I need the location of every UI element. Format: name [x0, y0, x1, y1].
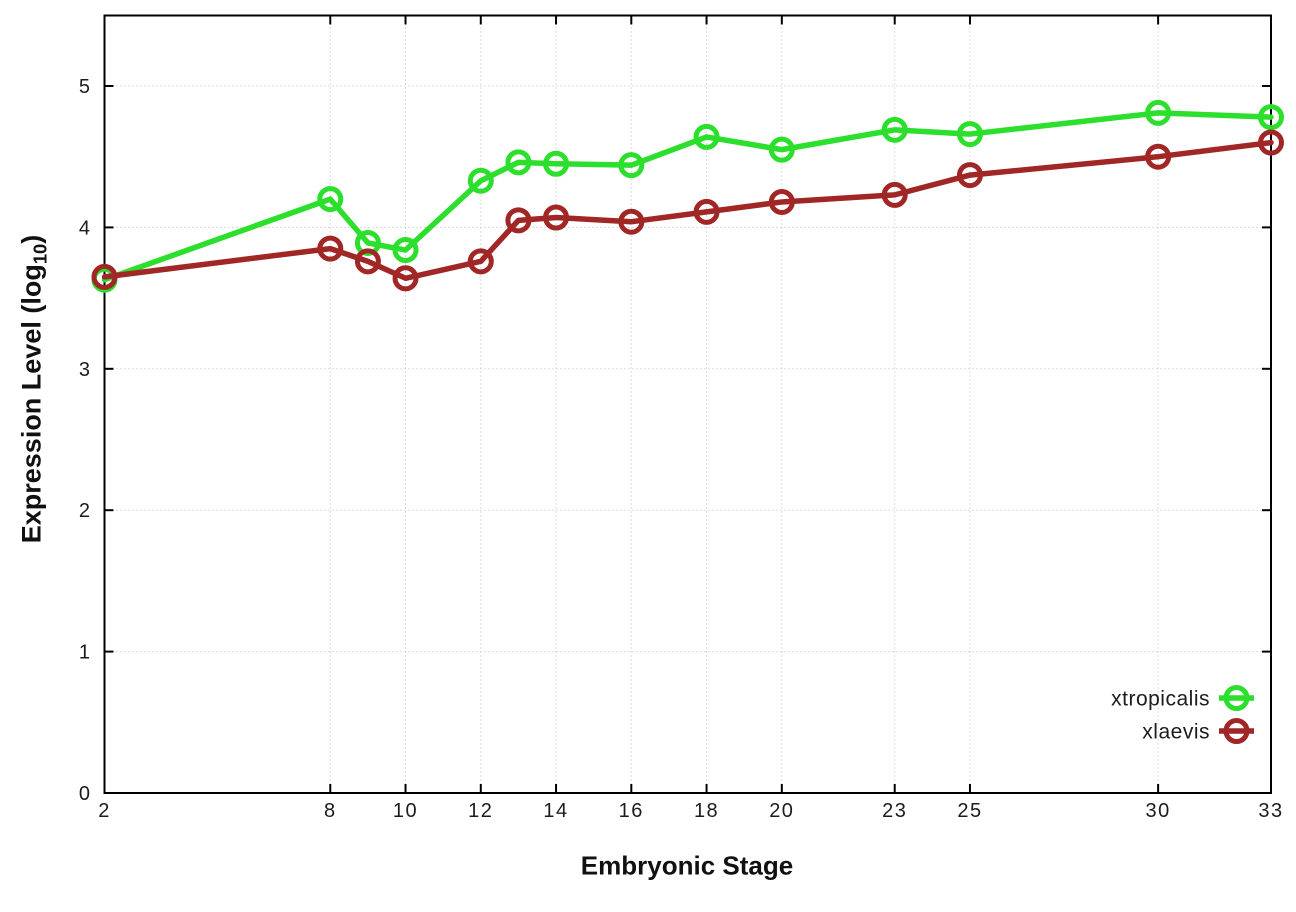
y-axis-title: Expression Level (log10)	[16, 235, 51, 544]
data-point-xtropicalis	[1145, 99, 1172, 126]
data-point-xtropicalis	[768, 136, 795, 163]
legend-label-xlaevis: xlaevis	[1142, 720, 1210, 743]
legend-label-xtropicalis: xtropicalis	[1111, 687, 1210, 710]
plot-border	[103, 14, 1272, 794]
y-tick-label: 1	[79, 642, 92, 664]
data-point-xtropicalis	[956, 121, 983, 148]
series-line-xlaevis	[101, 139, 1274, 282]
x-tick-label: 18	[694, 800, 719, 822]
data-point-xlaevis	[1258, 129, 1284, 156]
x-tick-label: 23	[882, 800, 907, 822]
data-point-xlaevis	[392, 265, 419, 292]
series-xtropicalis	[91, 99, 1284, 293]
legend-sample-marker-xlaevis	[1223, 718, 1250, 744]
data-point-xlaevis	[1145, 143, 1172, 170]
data-point-xlaevis	[693, 198, 720, 225]
y-axis-title-subscript: 10	[29, 243, 51, 265]
data-point-xtropicalis	[881, 116, 908, 143]
series-xlaevis	[91, 129, 1284, 292]
data-point-xtropicalis	[693, 123, 720, 150]
x-tick-label: 10	[393, 800, 418, 822]
x-tick-label: 2	[98, 800, 111, 822]
data-point-xtropicalis	[1258, 104, 1284, 131]
x-tick-label: 12	[468, 800, 493, 822]
data-point-xlaevis	[543, 204, 570, 231]
x-tick-label: 16	[619, 800, 644, 822]
legend-entry-xtropicalis: xtropicalis	[1111, 685, 1254, 711]
data-point-xtropicalis	[392, 237, 419, 264]
y-tick-label: 5	[79, 76, 92, 98]
x-tick-label: 25	[957, 800, 982, 822]
y-tick-label: 4	[79, 217, 92, 239]
x-tick-label: 33	[1258, 800, 1283, 822]
y-tick-label: 2	[79, 500, 92, 522]
data-point-xlaevis	[467, 248, 494, 275]
data-point-xtropicalis	[317, 186, 344, 213]
data-point-xtropicalis	[618, 152, 645, 179]
y-axis-title-close: )	[16, 234, 47, 244]
data-point-xlaevis	[881, 181, 908, 208]
data-point-xlaevis	[317, 235, 344, 262]
legend: xtropicalis xlaevis	[1111, 685, 1254, 744]
legend-entry-xlaevis: xlaevis	[1142, 718, 1254, 744]
data-point-xtropicalis	[467, 167, 494, 194]
y-axis-title-text: Expression Level (log	[16, 264, 47, 544]
y-tick-label: 3	[79, 359, 92, 381]
x-tick-label: 20	[769, 800, 794, 822]
data-point-xtropicalis	[354, 229, 381, 256]
data-point-xlaevis	[354, 248, 381, 275]
x-tick-label: 8	[324, 800, 337, 822]
data-point-xlaevis	[768, 188, 795, 215]
data-point-xlaevis	[618, 208, 645, 235]
data-point-xtropicalis	[543, 150, 570, 177]
y-tick-label: 0	[79, 783, 92, 805]
x-tick-label: 14	[543, 800, 568, 822]
x-axis-title: Embryonic Stage	[580, 850, 794, 881]
data-point-xtropicalis	[505, 149, 532, 176]
x-tick-label: 30	[1145, 800, 1170, 822]
legend-sample-marker-xtropicalis	[1223, 685, 1250, 711]
data-point-xlaevis	[505, 207, 532, 234]
data-point-xlaevis	[956, 162, 983, 189]
data-point-xlaevis	[91, 263, 118, 290]
